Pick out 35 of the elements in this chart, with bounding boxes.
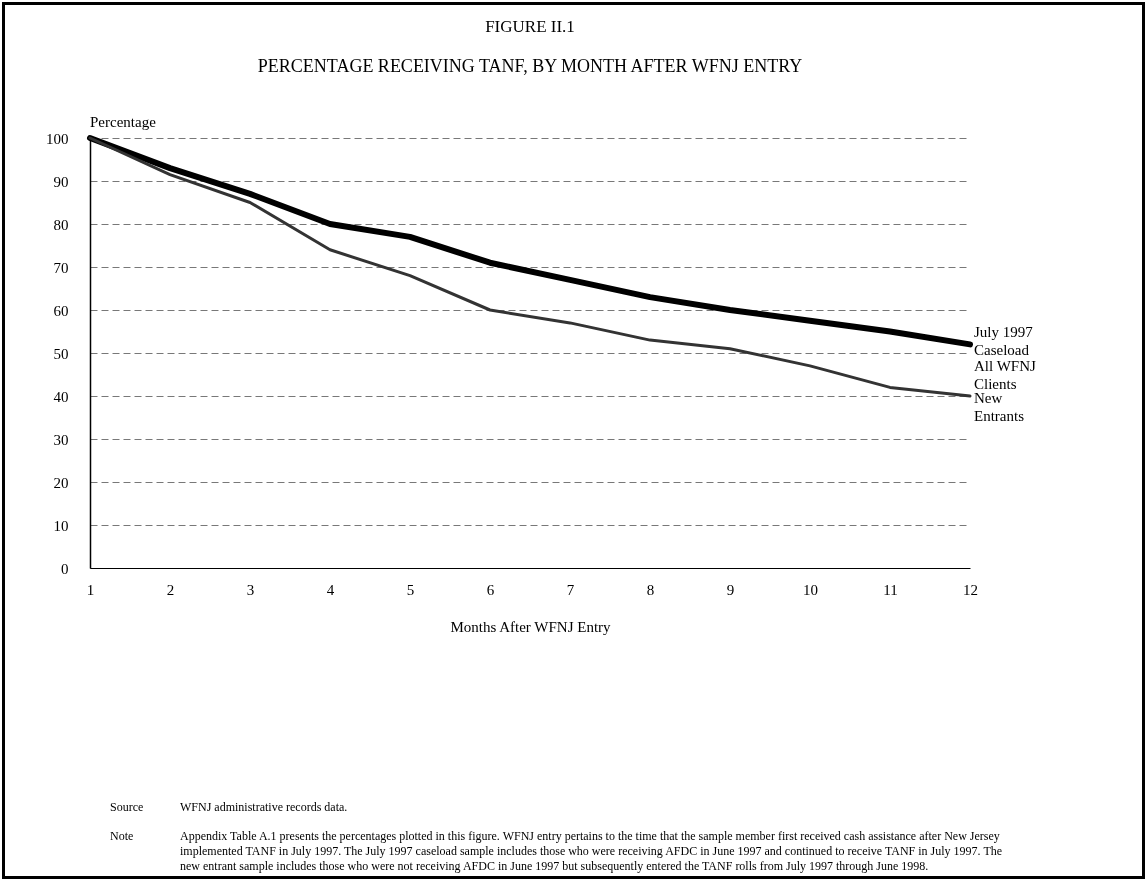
text: Source [110, 800, 145, 815]
y-tick-label: 90 [53, 173, 69, 190]
x-tick-label: 6 [486, 581, 495, 598]
x-tick-label: 12 [963, 581, 978, 598]
chart-title: FIGURE II.1 [485, 17, 575, 36]
y-tick-label: 40 [53, 388, 69, 405]
series-label: New Entrants [974, 390, 1025, 424]
x-tick-label: 4 [326, 581, 335, 598]
line-series [88, 136, 972, 398]
y-tick-label: 80 [53, 216, 69, 233]
y-tick-label: 100 [46, 130, 69, 147]
y-tick-label: 50 [53, 345, 69, 362]
text: Appendix Table A.1 presents the percentages plotted in this figure. WFNJ entry pertains to the time that the sample member first received cash assistance after New Jersey implemented TANF in July 1997. The July 1997 caseload sample includes those who were receiving AFDC in June 1997 and continued to receive TANF in July 1997. The new entrant sample includes those who were not receiving AFDC in June 1997 but subsequently entered the TANF rolls from July 1997 through June 1998. [180, 829, 1004, 874]
x-tick-label: 3 [246, 581, 255, 598]
x-tick-label: 1 [86, 581, 95, 598]
chart-subtitle: PERCENTAGE RECEIVING TANF, BY MONTH AFTER WFNJ ENTRY [257, 56, 803, 76]
series-label: July 1997 Caseload [974, 324, 1034, 359]
x-tick-label: 11 [883, 581, 898, 598]
x-axis-title: Months After WFNJ Entry [450, 618, 612, 635]
y-axis-title: Percentage [90, 114, 157, 130]
y-tick-label: 0 [61, 560, 69, 577]
y-tick-label: 60 [53, 302, 69, 319]
y-tick-label: 10 [53, 517, 69, 534]
x-tick-label: 5 [406, 581, 415, 598]
text: WFNJ administrative records data. [180, 800, 349, 815]
y-tick-label: 70 [53, 259, 69, 276]
x-tick-label: 10 [803, 581, 818, 598]
text: All WFNJ Clients [974, 358, 1036, 392]
x-tick-label: 8 [646, 581, 655, 598]
x-tick-label: 7 [566, 581, 575, 598]
x-tick-label: 2 [166, 581, 175, 598]
x-tick-label: 9 [726, 581, 735, 598]
y-tick-label: 20 [53, 474, 69, 491]
y-tick-label: 30 [53, 431, 69, 448]
text: Note [110, 829, 135, 845]
